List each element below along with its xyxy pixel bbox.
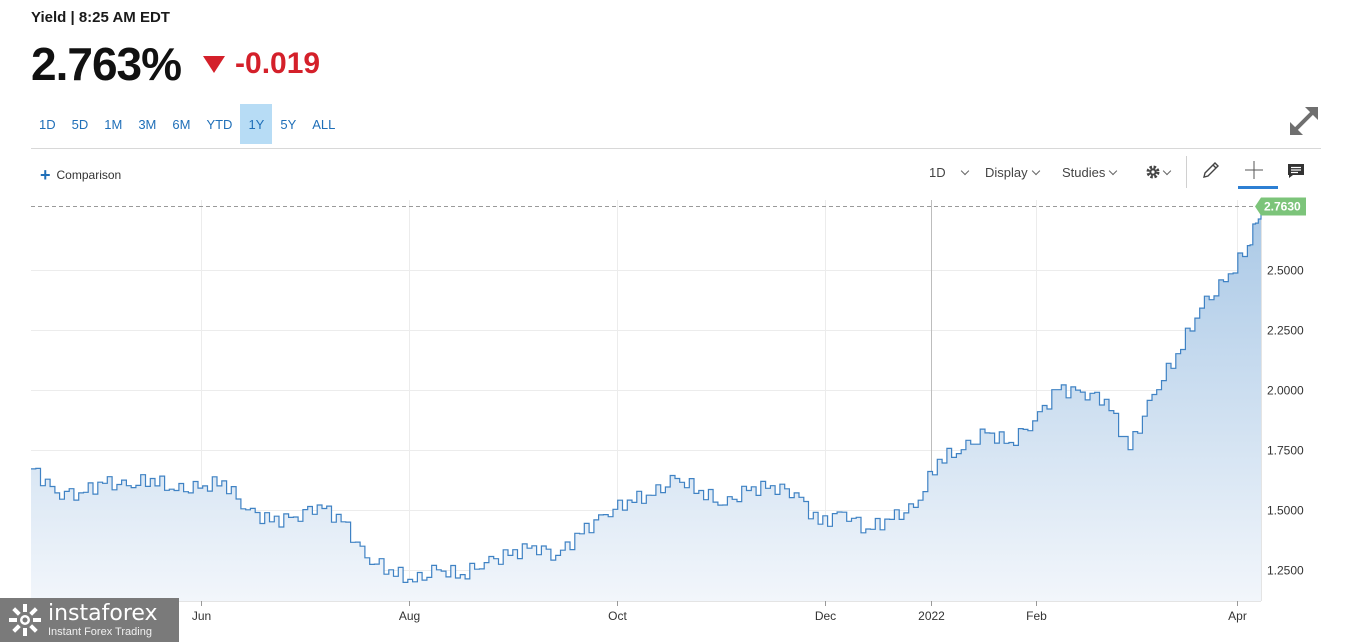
y-tick-label: 1.7500 (1267, 444, 1304, 458)
x-tick-label: Oct (608, 609, 627, 623)
interval-label: 1D (929, 164, 946, 180)
toolbar-divider (1186, 156, 1187, 188)
range-selector: 1D 5D 1M 3M 6M YTD 1Y 5Y ALL (31, 104, 343, 144)
watermark-brand: instaforex (48, 600, 158, 626)
range-ytd[interactable]: YTD (206, 116, 233, 132)
x-tick-label: Aug (399, 609, 420, 623)
watermark-tagline: Instant Forex Trading (48, 625, 152, 638)
x-tick-label: Jun (192, 609, 211, 623)
series-area (31, 206, 1261, 601)
crosshair-tool-button[interactable] (1244, 160, 1264, 180)
display-dropdown[interactable]: Display (985, 162, 1040, 182)
studies-dropdown[interactable]: Studies (1062, 162, 1118, 182)
plus-icon: + (40, 165, 51, 185)
range-3m[interactable]: 3M (138, 116, 157, 132)
draw-tool-button[interactable] (1201, 160, 1221, 180)
quote-change: -0.019 (235, 47, 321, 80)
quote-row: 2.763% -0.019 (31, 38, 320, 90)
y-tick-label: 1.2500 (1267, 564, 1304, 578)
comparison-button[interactable]: + Comparison (40, 165, 121, 185)
x-tick-label: 2022 (918, 609, 945, 623)
axis-ticks: 2.5000 2.2500 2.0000 1.7500 1.5000 1.2500 Jun A… (192, 264, 1304, 624)
comment-icon (1288, 164, 1304, 178)
pencil-icon (1203, 162, 1219, 178)
quote-price: 2.763% (31, 38, 182, 90)
y-tick-label: 2.0000 (1267, 384, 1304, 398)
quote-label: Yield | 8:25 AM EDT (31, 9, 170, 26)
last-value-badge (1255, 197, 1306, 216)
x-tick-label: Feb (1026, 609, 1047, 623)
comparison-label: Comparison (56, 168, 122, 182)
last-value-label: 2.7630 (1264, 200, 1301, 214)
range-6m[interactable]: 6M (172, 116, 191, 132)
active-tool-indicator (1238, 186, 1278, 189)
comment-tool-button[interactable] (1287, 161, 1305, 181)
range-5d[interactable]: 5D (71, 116, 89, 132)
display-label: Display (985, 164, 1028, 180)
y-tick-label: 1.5000 (1267, 504, 1304, 518)
last-price-marker: 2.7630 (31, 197, 1306, 216)
interval-dropdown[interactable]: 1D (929, 162, 969, 182)
range-1m[interactable]: 1M (104, 116, 123, 132)
range-1y[interactable]: 1Y (240, 104, 273, 144)
range-1d[interactable]: 1D (39, 116, 56, 132)
settings-dropdown[interactable] (1145, 162, 1172, 182)
down-arrow-icon (203, 55, 226, 73)
watermark: instaforex Instant Forex Trading (0, 598, 179, 642)
studies-label: Studies (1062, 164, 1106, 180)
x-tick-label: Apr (1228, 609, 1247, 623)
series-line (31, 206, 1262, 583)
x-tick-label: Dec (815, 609, 836, 623)
header-divider (31, 148, 1321, 149)
range-all[interactable]: ALL (312, 116, 336, 132)
y-tick-label: 2.2500 (1267, 324, 1304, 338)
gear-icon (1146, 165, 1160, 179)
y-tick-label: 2.5000 (1267, 264, 1304, 278)
instaforex-logo-icon (9, 604, 41, 636)
crosshair-icon (1245, 161, 1263, 179)
fullscreen-icon[interactable] (1286, 103, 1322, 139)
range-5y[interactable]: 5Y (280, 116, 297, 132)
area-fill (31, 206, 1262, 601)
